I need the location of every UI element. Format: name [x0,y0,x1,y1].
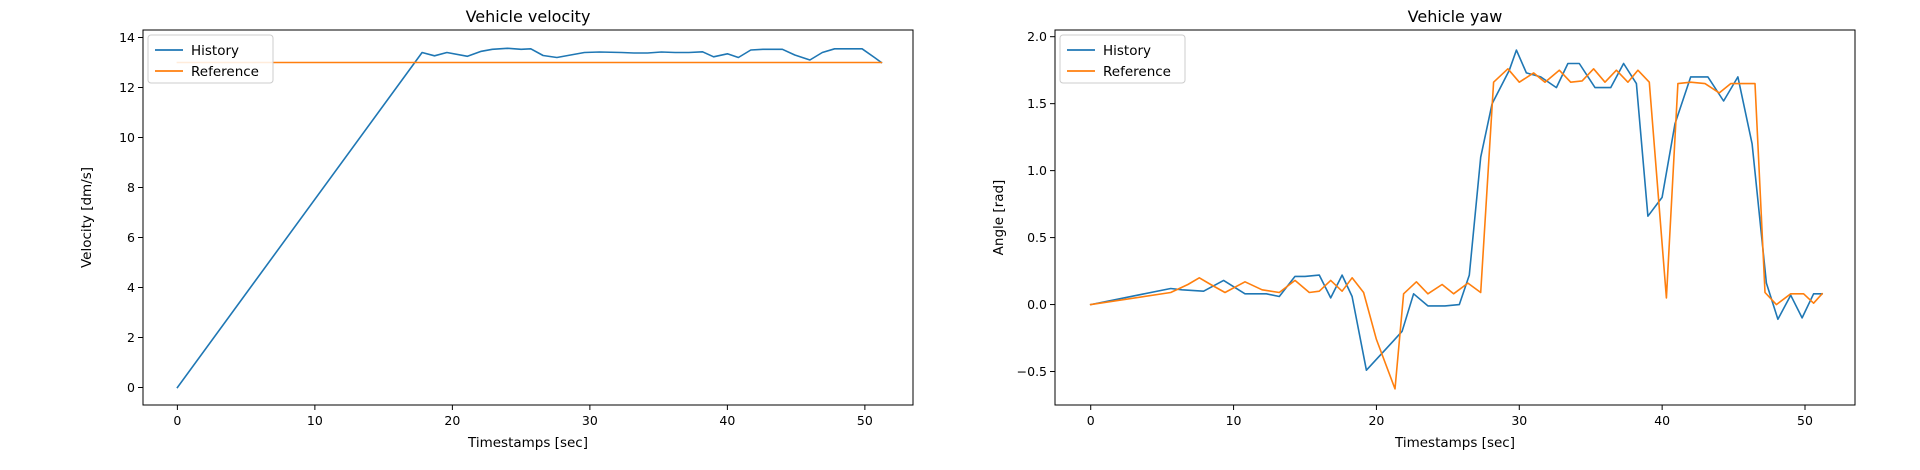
x-axis-label: Timestamps [sec] [1394,435,1515,451]
x-tick-label: 40 [1654,413,1670,428]
legend-label-reference: Reference [191,64,259,80]
x-tick-label: 0 [1087,413,1095,428]
chart-title: Vehicle yaw [1408,7,1503,26]
y-tick-label: 1.5 [1027,96,1047,111]
x-tick-label: 40 [719,413,735,428]
axes-frame [1054,29,1856,406]
y-tick-label: 10 [119,130,135,145]
x-tick-label: 10 [1226,413,1242,428]
y-tick-label: 4 [127,280,135,295]
x-tick-label: 50 [1797,413,1813,428]
series-line-history [176,47,883,389]
chart-panel-2: 0 10 20 30 40 50 −0.5 0.0 0.5 1.0 1.5 2.0 Vehicle ya… [991,7,1856,451]
axes-frame [142,29,914,406]
y-tick-label: 14 [119,30,135,45]
y-axis-label: Velocity [dm/s] [79,167,95,268]
y-tick-label: 12 [119,80,135,95]
x-tick-label: 30 [582,413,598,428]
x-tick-label: 20 [1368,413,1384,428]
x-tick-label: 50 [857,413,873,428]
y-tick-label: 0.0 [1027,297,1047,312]
y-tick-label: 0.5 [1027,230,1047,245]
legend: History Reference [147,34,274,84]
y-axis-label: Angle [rad] [991,180,1007,256]
x-tick-label: 10 [307,413,323,428]
x-tick-label: 20 [444,413,460,428]
legend: History Reference [1059,34,1186,84]
x-tick-label: 0 [173,413,181,428]
y-tick-label: 8 [127,180,135,195]
y-tick-label: 0 [127,380,135,395]
chart-panel-1: 0 10 20 30 40 50 0 2 4 6 8 10 12 14 Vehicle velocity Ti… [79,7,914,451]
legend-label-history: History [191,43,239,59]
x-axis-label: Timestamps [sec] [467,435,588,451]
y-tick-label: −0.5 [1017,364,1047,379]
x-tick-label: 30 [1511,413,1527,428]
series-line-history [1089,49,1823,372]
series-line-reference [1089,68,1824,390]
y-tick-label: 2 [127,330,135,345]
y-tick-label: 2.0 [1027,29,1047,44]
legend-label-history: History [1103,43,1151,59]
y-tick-label: 6 [127,230,135,245]
chart-title: Vehicle velocity [466,7,591,26]
y-tick-label: 1.0 [1027,163,1047,178]
legend-label-reference: Reference [1103,64,1171,80]
